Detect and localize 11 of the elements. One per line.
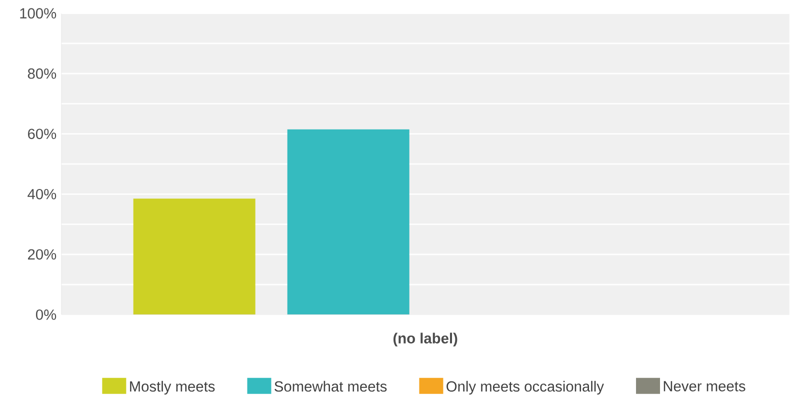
y-tick-label: 20% <box>28 249 56 260</box>
y-tick-label: 40% <box>28 188 56 200</box>
x-tick-label: (no label) <box>393 332 458 346</box>
y-tick-label: 80% <box>28 68 56 79</box>
y-tick-label: 100% <box>20 8 56 19</box>
legend-label: Somewhat meets <box>274 380 387 392</box>
legend-label: Mostly meets <box>130 380 215 395</box>
y-tick-label: 0% <box>36 309 56 320</box>
legend-label: Only meets occasionally <box>446 380 604 395</box>
legend-label: Never meets <box>664 381 746 392</box>
y-tick-label: 60% <box>28 128 56 140</box>
